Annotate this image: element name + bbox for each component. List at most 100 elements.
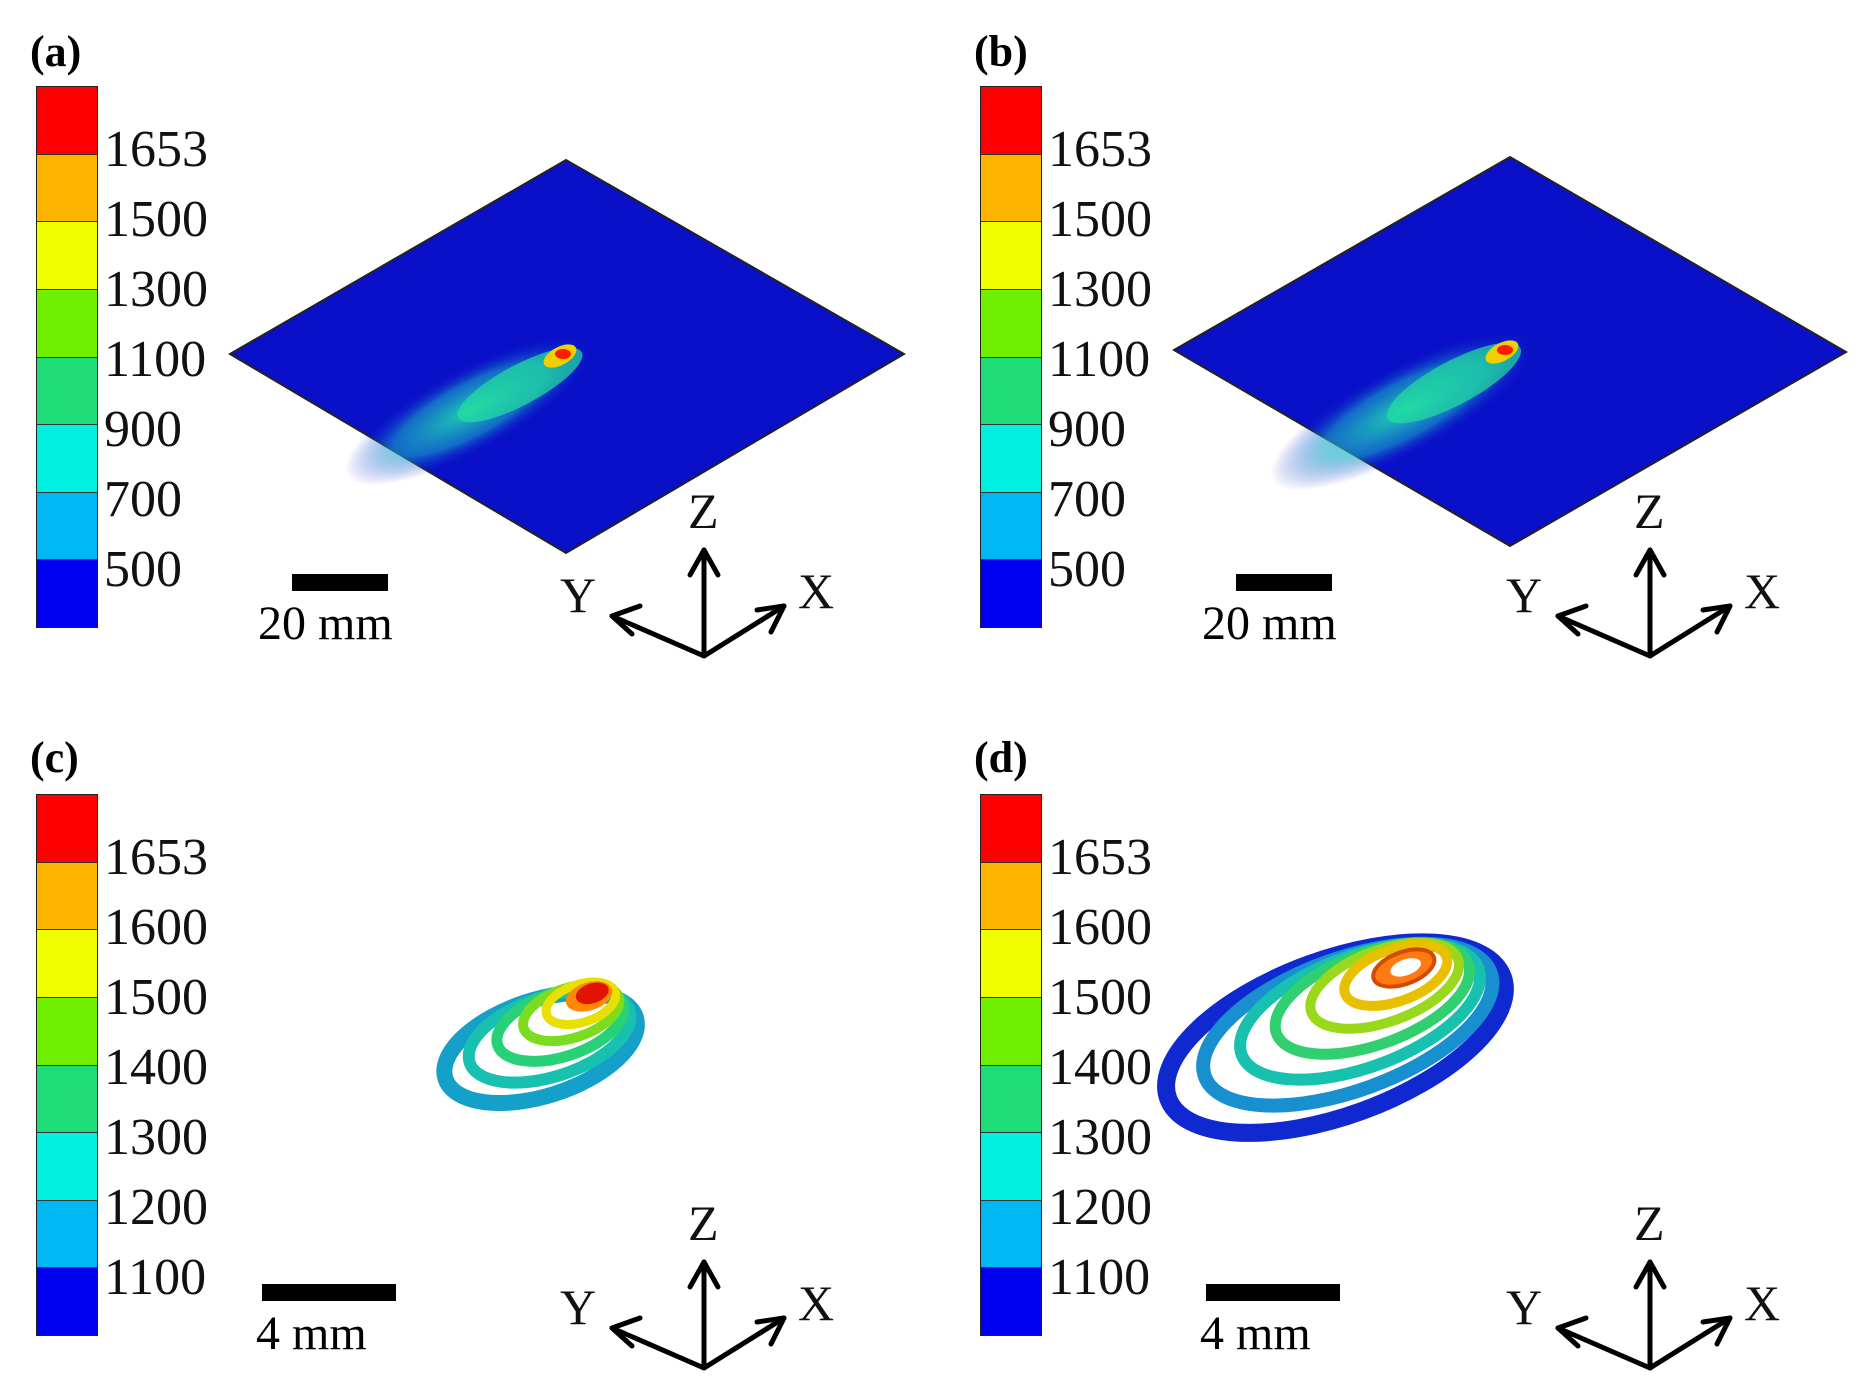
colorbar-tick-label: 900 (1048, 401, 1126, 458)
scale-bar (292, 574, 388, 591)
colorbar-tick-label: 1600 (1048, 899, 1152, 956)
color-band-8 (37, 1268, 97, 1335)
color-band-4 (981, 289, 1041, 358)
panel-label: (c) (30, 733, 79, 782)
color-band-3 (981, 930, 1041, 998)
colorbar-tick-label: 1653 (104, 121, 208, 178)
colorbar-tick-label: 500 (1048, 541, 1126, 598)
color-band-8 (981, 560, 1041, 627)
isosurface-1600 (1339, 939, 1453, 1011)
axis-z-label: Z (1634, 483, 1665, 539)
color-band-6 (981, 1133, 1041, 1201)
colorbar-tick-label: 1300 (104, 261, 208, 318)
colorbar (980, 86, 1042, 628)
color-band-5 (37, 1065, 97, 1134)
temperature-field-plate: Z Y X (228, 158, 906, 659)
color-band-6 (37, 425, 97, 493)
color-band-7 (981, 492, 1041, 561)
melt-pool-opening (1390, 958, 1421, 977)
colorbar-tick-label: 1300 (104, 1109, 208, 1166)
axis-y-label: Y (560, 1279, 596, 1335)
colorbar-tick-label: 1500 (1048, 969, 1152, 1026)
scale-bar-label: 20 mm (258, 597, 393, 650)
colorbar-tick-label: 1400 (104, 1039, 208, 1096)
color-band-2 (37, 862, 97, 931)
color-band-3 (37, 930, 97, 998)
color-band-5 (37, 357, 97, 426)
axis-triad (609, 547, 787, 659)
color-band-2 (37, 154, 97, 223)
axis-triad (1555, 547, 1733, 659)
heat-tail-core (1386, 342, 1522, 424)
colorbar (36, 86, 98, 628)
axis-y-label: Y (560, 567, 596, 623)
colorbar-tick-label: 1100 (1048, 1249, 1151, 1306)
melt-spot-core (1497, 345, 1513, 355)
color-band-5 (981, 357, 1041, 426)
color-band-8 (37, 560, 97, 627)
color-band-3 (981, 222, 1041, 290)
isosurface-1653 (575, 982, 609, 1005)
color-band-1 (37, 795, 97, 863)
colorbar-tick-label: 1500 (104, 969, 208, 1026)
color-band-1 (981, 795, 1041, 863)
color-band-7 (37, 1200, 97, 1269)
colorbar-tick-label: 1653 (1048, 829, 1152, 886)
colorbar (980, 794, 1042, 1336)
axis-triad (609, 1259, 787, 1371)
axis-triad (1555, 1259, 1733, 1371)
color-band-1 (981, 87, 1041, 155)
panel-label: (a) (30, 27, 82, 76)
scale-bar (262, 1284, 396, 1301)
axis-x-label: X (798, 1275, 834, 1331)
colorbar-tick-label: 1100 (104, 331, 207, 388)
colorbar-tick-label: 1300 (1048, 261, 1152, 318)
color-band-4 (37, 997, 97, 1066)
panel-c: (c) 1653 1600 1500 1400 1300 1200 1100 Z (0, 696, 934, 1392)
colorbar-tick-label: 900 (104, 401, 182, 458)
scale-bar-label: 4 mm (1200, 1307, 1311, 1360)
axis-y-label: Y (1506, 567, 1542, 623)
color-band-3 (37, 222, 97, 290)
isosurface-1500 (541, 977, 621, 1030)
scale-bar (1236, 574, 1332, 591)
panel-b: (b) 1653 1500 1300 1100 900 700 500 (934, 0, 1868, 696)
colorbar (36, 794, 98, 1336)
axis-x-label: X (1744, 1275, 1780, 1331)
scale-bar-label: 4 mm (256, 1307, 367, 1360)
colorbar-tick-label: 1600 (104, 899, 208, 956)
panel-label: (d) (974, 733, 1028, 782)
color-band-1 (37, 87, 97, 155)
color-band-2 (981, 862, 1041, 931)
panel-d: (d) 1653 1600 1500 1400 1300 1200 1100 (934, 696, 1868, 1392)
color-band-8 (981, 1268, 1041, 1335)
axis-x-label: X (1744, 563, 1780, 619)
axis-z-label: Z (1634, 1195, 1665, 1251)
axis-y-label: Y (1506, 1279, 1542, 1335)
colorbar-tick-label: 500 (104, 541, 182, 598)
color-band-7 (981, 1200, 1041, 1269)
colorbar-tick-label: 1200 (104, 1179, 208, 1236)
panel-a: (a) 1653 1500 1300 1100 900 700 500 (0, 0, 934, 696)
colorbar-tick-label: 700 (104, 471, 182, 528)
color-band-2 (981, 154, 1041, 223)
melt-spot-core (555, 349, 571, 359)
color-band-7 (37, 492, 97, 561)
axis-z-label: Z (688, 483, 719, 539)
color-band-6 (37, 1133, 97, 1201)
colorbar-tick-label: 1100 (1048, 331, 1151, 388)
colorbar-tick-label: 1200 (1048, 1179, 1152, 1236)
colorbar-tick-label: 1653 (104, 829, 208, 886)
scale-bar-label: 20 mm (1202, 597, 1337, 650)
melt-pool-isosurfaces: Z Y X (1157, 933, 1780, 1371)
colorbar-tick-label: 1300 (1048, 1109, 1152, 1166)
color-band-6 (981, 425, 1041, 493)
axis-z-label: Z (688, 1195, 719, 1251)
colorbar-tick-label: 1653 (1048, 121, 1152, 178)
color-band-5 (981, 1065, 1041, 1134)
panel-label: (b) (974, 27, 1028, 76)
colorbar-tick-label: 1400 (1048, 1039, 1152, 1096)
colorbar-tick-label: 700 (1048, 471, 1126, 528)
axis-x-label: X (798, 563, 834, 619)
temperature-field-plate: Z Y X (1172, 155, 1848, 659)
